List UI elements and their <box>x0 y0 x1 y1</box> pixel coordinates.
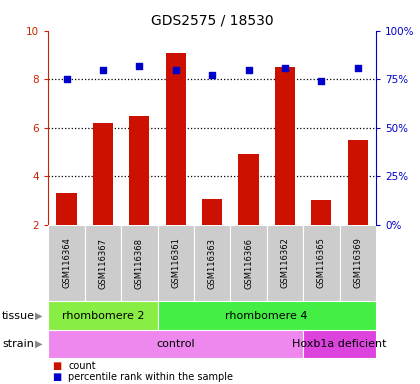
Bar <box>48 225 85 301</box>
Bar <box>121 225 158 301</box>
Bar <box>85 225 121 301</box>
Bar <box>48 330 303 358</box>
Bar <box>303 330 376 358</box>
Bar <box>267 225 303 301</box>
Bar <box>311 200 331 225</box>
Bar <box>348 140 368 225</box>
Point <box>354 65 361 71</box>
Text: GSM116362: GSM116362 <box>281 238 289 288</box>
Text: GSM116367: GSM116367 <box>98 238 108 288</box>
Text: GSM116364: GSM116364 <box>62 238 71 288</box>
Point <box>318 78 325 84</box>
Text: GSM116365: GSM116365 <box>317 238 326 288</box>
Point <box>281 65 288 71</box>
Bar <box>202 199 222 225</box>
Text: rhombomere 4: rhombomere 4 <box>226 311 308 321</box>
Text: GSM116368: GSM116368 <box>135 238 144 288</box>
Point <box>172 66 179 73</box>
Text: Hoxb1a deficient: Hoxb1a deficient <box>292 339 387 349</box>
Text: GSM116363: GSM116363 <box>207 238 217 288</box>
Bar <box>57 193 76 225</box>
Point <box>136 63 143 69</box>
Bar <box>339 225 376 301</box>
Bar <box>165 53 186 225</box>
Text: GDS2575 / 18530: GDS2575 / 18530 <box>151 13 273 27</box>
Text: tissue: tissue <box>2 311 35 321</box>
Text: ■: ■ <box>52 361 62 371</box>
Text: count: count <box>68 361 96 371</box>
Text: GSM116369: GSM116369 <box>353 238 362 288</box>
Bar <box>93 123 113 225</box>
Text: rhombomere 2: rhombomere 2 <box>62 311 144 321</box>
Text: ■: ■ <box>52 372 62 382</box>
Text: control: control <box>156 339 195 349</box>
Text: ▶: ▶ <box>35 339 43 349</box>
Text: percentile rank within the sample: percentile rank within the sample <box>68 372 234 382</box>
Point <box>63 76 70 82</box>
Bar <box>158 225 194 301</box>
Bar <box>129 116 150 225</box>
Text: strain: strain <box>2 339 34 349</box>
Text: GSM116366: GSM116366 <box>244 238 253 288</box>
Point <box>100 66 106 73</box>
Bar <box>158 301 376 330</box>
Point <box>209 72 215 78</box>
Bar <box>239 154 259 225</box>
Text: GSM116361: GSM116361 <box>171 238 180 288</box>
Point <box>245 66 252 73</box>
Bar <box>48 301 158 330</box>
Bar <box>303 225 339 301</box>
Bar <box>275 67 295 225</box>
Bar <box>194 225 230 301</box>
Bar <box>230 225 267 301</box>
Text: ▶: ▶ <box>35 311 43 321</box>
